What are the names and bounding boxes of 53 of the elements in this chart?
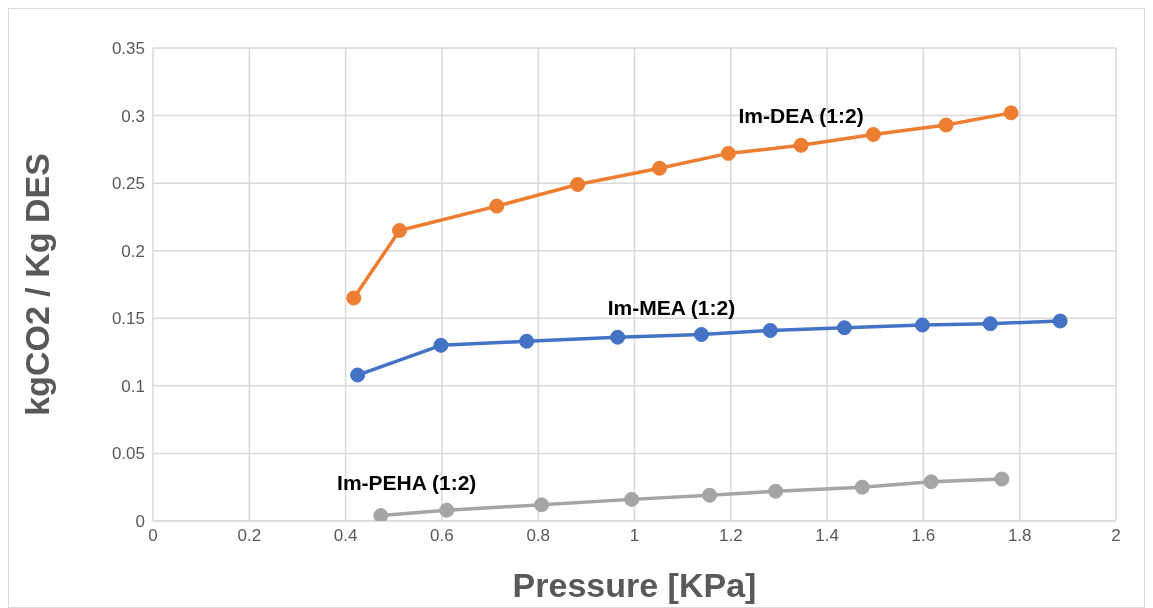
point	[923, 474, 939, 490]
point	[768, 483, 784, 499]
point	[854, 479, 870, 495]
x-axis-title: Pressure [KPa]	[512, 566, 757, 604]
point	[793, 137, 809, 153]
x-tick-label: 2	[1111, 526, 1121, 546]
y-tick-label: 0.15	[111, 309, 145, 329]
x-tick-label: 0	[148, 526, 158, 546]
x-tick-label: 0.2	[237, 526, 262, 546]
series-label: Im-DEA (1:2)	[738, 104, 864, 128]
point	[720, 145, 736, 161]
point	[914, 317, 930, 333]
y-tick-label: 0.3	[121, 106, 145, 126]
series-label: Im-PEHA (1:2)	[337, 471, 477, 495]
point	[702, 487, 718, 503]
point	[865, 126, 881, 142]
x-tick-label: 0.6	[430, 526, 454, 546]
point	[519, 333, 535, 349]
point	[489, 198, 505, 214]
y-tick-label: 0	[135, 512, 145, 532]
point	[624, 491, 640, 507]
point	[346, 290, 362, 306]
x-tick-label: 1.8	[1007, 526, 1032, 546]
point	[534, 497, 550, 513]
series-label: Im-MEA (1:2)	[607, 295, 736, 319]
x-tick-label: 1.6	[911, 526, 936, 546]
point	[652, 160, 668, 176]
point	[836, 320, 852, 336]
point	[1003, 105, 1019, 121]
point	[1052, 313, 1068, 329]
y-axis-title: kgCO2 / Kg DES	[18, 153, 57, 416]
point	[392, 222, 408, 238]
y-tick-label: 0.35	[111, 39, 145, 59]
x-tick-label: 1.4	[815, 526, 839, 546]
point	[570, 176, 586, 192]
point	[439, 502, 455, 518]
y-tick-label: 0.05	[111, 444, 145, 464]
point	[610, 329, 626, 345]
y-tick-label: 0.25	[111, 174, 145, 194]
y-tick-label: 0.2	[121, 241, 145, 261]
point	[693, 327, 709, 342]
point	[982, 316, 998, 332]
point	[994, 471, 1010, 487]
y-tick-label: 0.1	[121, 376, 145, 396]
x-tick-label: 1.2	[718, 526, 743, 546]
point	[433, 337, 449, 353]
x-tick-label: 1	[629, 526, 640, 546]
point	[762, 322, 778, 338]
point	[373, 508, 389, 521]
point	[350, 367, 366, 383]
x-tick-label: 0.8	[526, 526, 551, 546]
point	[938, 117, 954, 133]
x-tick-label: 0.4	[333, 526, 358, 546]
